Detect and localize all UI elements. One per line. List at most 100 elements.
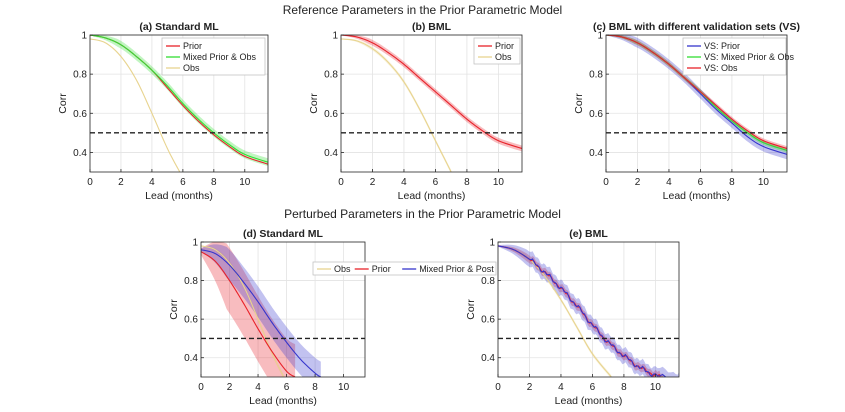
legend-entry: Obs xyxy=(334,264,351,274)
legend-entry: VS: Mixed Prior & Obs xyxy=(704,52,795,62)
y-tick-label: 1 xyxy=(489,238,495,249)
x-tick-label: 4 xyxy=(255,382,261,393)
legend-entry: VS: Prior xyxy=(704,41,740,51)
top-suptitle: Reference Parameters in the Prior Parame… xyxy=(282,3,563,17)
y-tick-label: 1 xyxy=(597,31,603,42)
x-tick-label: 4 xyxy=(558,382,564,393)
y-tick-label: 0.4 xyxy=(324,148,338,159)
y-tick-label: 0.8 xyxy=(481,276,495,287)
y-tick-label: 0.8 xyxy=(73,70,87,81)
axes-box-e xyxy=(497,241,680,378)
y-tick-label: 0.8 xyxy=(589,70,603,81)
series-line-d-0 xyxy=(201,245,285,377)
x-axis-label: Lead (months) xyxy=(398,190,466,202)
x-tick-label: 8 xyxy=(464,177,470,188)
y-axis-label: Corr xyxy=(573,93,585,114)
y-tick-label: 0.8 xyxy=(184,276,198,287)
legend-entry: Mixed Prior & Obs xyxy=(183,52,257,62)
x-axis-label: Lead (months) xyxy=(663,190,731,202)
y-tick-label: 0.6 xyxy=(324,109,338,120)
y-tick-label: 1 xyxy=(81,31,87,42)
x-tick-label: 6 xyxy=(433,177,439,188)
y-tick-label: 0.6 xyxy=(589,109,603,120)
legend-d: Obs Prior Mixed Prior & Post xyxy=(312,261,497,276)
y-axis-label: Corr xyxy=(308,93,320,114)
x-tick-label: 4 xyxy=(401,177,407,188)
legend-entry: Prior xyxy=(183,41,202,51)
x-tick-label: 6 xyxy=(590,382,596,393)
legend-entry: Prior xyxy=(372,264,391,274)
x-tick-label: 4 xyxy=(666,177,672,188)
x-axis-label: Lead (months) xyxy=(555,395,623,407)
x-tick-label: 10 xyxy=(493,177,505,188)
x-axis-label: Lead (months) xyxy=(249,395,317,407)
x-tick-label: 0 xyxy=(495,382,501,393)
panel-c: 0 2 4 6 8 10 0.4 0.6 0.8 1(c) BML with different … xyxy=(573,21,800,202)
panel-a: 0 2 4 6 8 10 0.4 0.6 0.8 1 (a) Standard ML Lead (mo… xyxy=(57,21,269,202)
x-tick-label: 0 xyxy=(198,382,204,393)
axes-box-b xyxy=(340,34,523,173)
x-tick-label: 8 xyxy=(211,177,217,188)
y-axis-label: Corr xyxy=(465,299,477,320)
x-tick-label: 10 xyxy=(650,382,662,393)
panel-title: (d) Standard ML xyxy=(243,228,323,240)
x-tick-label: 0 xyxy=(338,177,344,188)
y-tick-label: 1 xyxy=(332,31,338,42)
panel-title: (a) Standard ML xyxy=(139,21,219,33)
x-tick-label: 8 xyxy=(312,382,318,393)
x-tick-label: 2 xyxy=(527,382,533,393)
x-tick-label: 2 xyxy=(118,177,124,188)
series-line-a-1 xyxy=(90,35,268,163)
x-tick-label: 8 xyxy=(621,382,627,393)
y-tick-label: 0.4 xyxy=(589,148,603,159)
legend-box xyxy=(473,37,521,65)
x-tick-label: 10 xyxy=(338,382,350,393)
band-e-0 xyxy=(498,245,612,377)
band-d-1 xyxy=(201,242,296,377)
axes-box-d xyxy=(200,241,366,378)
series-line-b-1 xyxy=(341,38,452,172)
y-tick-label: 0.6 xyxy=(184,315,198,326)
x-tick-label: 4 xyxy=(149,177,155,188)
y-tick-label: 0.4 xyxy=(481,353,495,364)
x-tick-label: 0 xyxy=(87,177,93,188)
x-tick-label: 6 xyxy=(180,177,186,188)
panel-d: 0 2 4 6 8 10 0.4 0.6 0.8 1 (d) Standard ML Lead (mo… xyxy=(168,228,497,407)
plot-area-a xyxy=(90,35,268,172)
panel-title: (b) BML xyxy=(412,21,452,33)
y-tick-label: 0.6 xyxy=(73,109,87,120)
y-tick-label: 0.4 xyxy=(184,353,198,364)
x-tick-label: 10 xyxy=(239,177,251,188)
x-tick-label: 2 xyxy=(227,382,233,393)
legend-entry: Obs xyxy=(495,52,512,62)
panel-b: 0 2 4 6 8 10 0.4 0.6 0.8 1 (b) BML Lead (months) Cor… xyxy=(308,21,523,202)
x-tick-label: 2 xyxy=(635,177,641,188)
y-tick-label: 0.8 xyxy=(324,70,338,81)
band-d-2 xyxy=(201,244,321,377)
x-tick-label: 0 xyxy=(603,177,609,188)
series-line-d-1 xyxy=(201,251,296,377)
band-e-2 xyxy=(498,244,679,377)
y-tick-label: 0.6 xyxy=(481,315,495,326)
y-tick-label: 0.4 xyxy=(73,148,87,159)
legend-entry: Obs xyxy=(183,63,200,73)
y-tick-label: 1 xyxy=(192,238,198,249)
x-axis-label: Lead (months) xyxy=(145,190,213,202)
bottom-suptitle: Perturbed Parameters in the Prior Parame… xyxy=(284,207,561,221)
axes-box-a xyxy=(89,34,269,173)
legend-entry: Prior xyxy=(495,41,514,51)
x-tick-label: 8 xyxy=(729,177,735,188)
y-axis-label: Corr xyxy=(168,299,180,320)
x-tick-label: 2 xyxy=(370,177,376,188)
panel-title: (e) BML xyxy=(569,228,608,240)
y-axis-label: Corr xyxy=(57,93,69,114)
plot-area-d xyxy=(201,242,322,377)
series-line-e-2 xyxy=(498,245,667,377)
legend-entry: VS: Obs xyxy=(704,63,738,73)
panel-e: 0 2 4 6 8 10 0.4 0.6 0.8 1 (e) BML Lead (months) Cor… xyxy=(465,228,680,407)
x-tick-label: 10 xyxy=(758,177,770,188)
